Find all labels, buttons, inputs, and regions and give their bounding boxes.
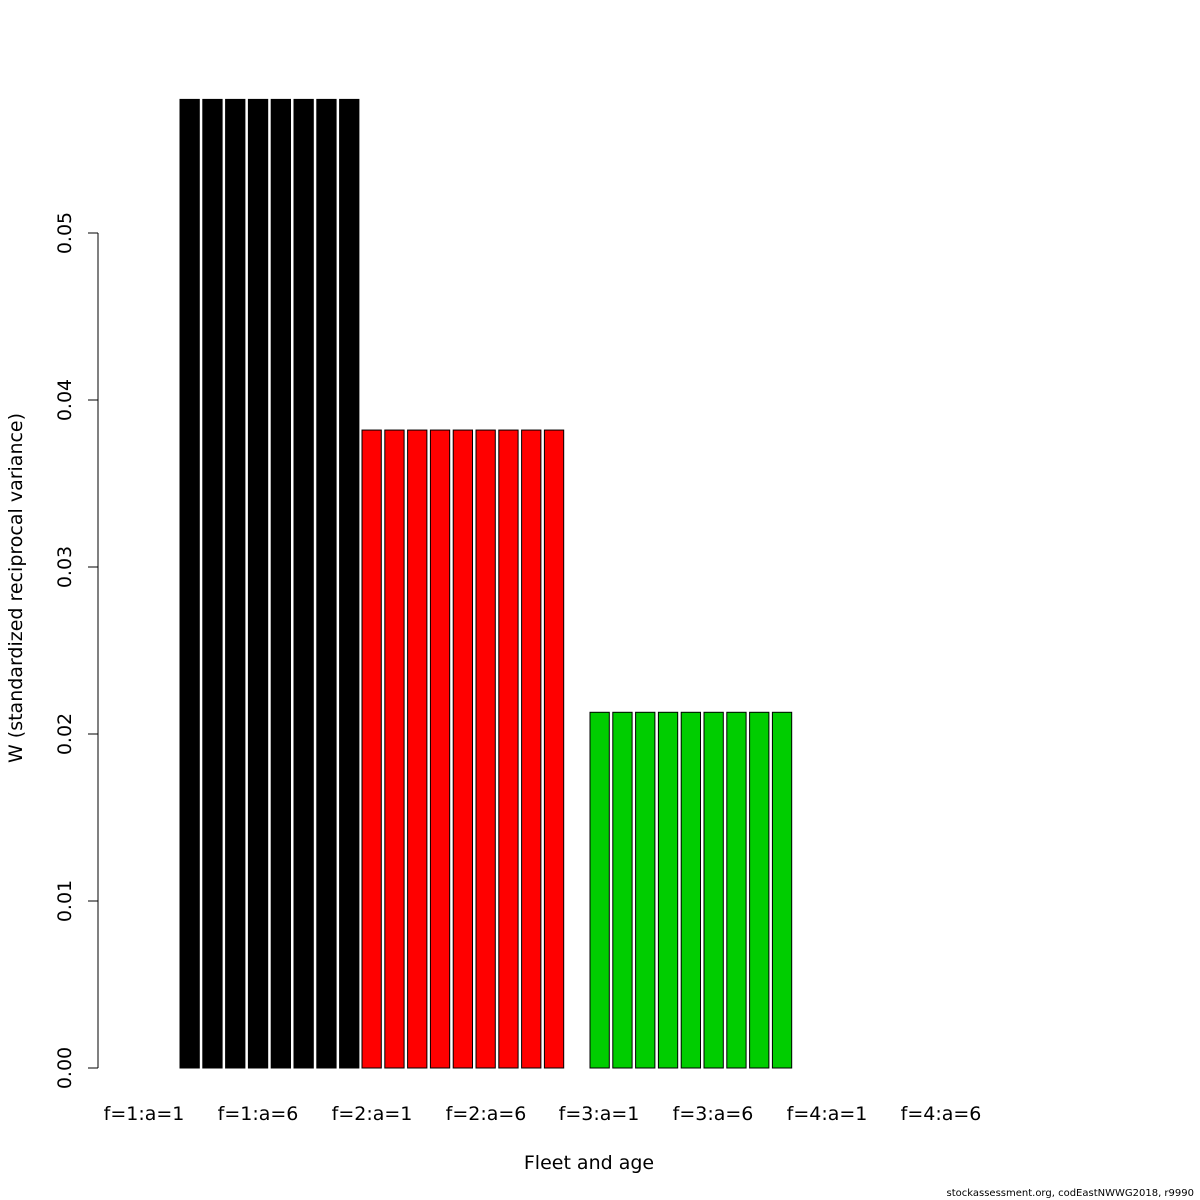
bar-fleet-1 [202,98,223,1069]
bar-fleet-3 [589,711,610,1069]
bar-fleet-2 [521,429,542,1069]
bar-fleet-1 [293,98,314,1069]
bar-fleet-3 [612,711,633,1069]
x-tick-label: f=1:a=1 [104,1103,185,1125]
bar-fleet-2 [475,429,496,1069]
bar-fleet-3 [771,711,793,1069]
bar-fleet-2 [498,429,519,1069]
bar-fleet-3 [635,711,656,1069]
bar-fleet-3 [657,711,679,1069]
y-tick-label: 0.04 [54,379,76,421]
x-axis-title: Fleet and age [524,1152,654,1174]
bar-fleet-1 [179,98,200,1069]
x-tick-label: f=4:a=1 [787,1103,868,1125]
bar-fleet-1 [270,98,292,1069]
y-tick-label: 0.05 [54,212,76,254]
bar-fleet-3 [680,711,702,1069]
x-tick-label: f=4:a=6 [901,1103,982,1125]
bar-fleet-3 [726,711,747,1069]
bar-fleet-3 [749,711,770,1069]
y-tick-label: 0.00 [54,1047,76,1089]
bar-fleet-2 [543,429,565,1069]
x-axis-labels: f=1:a=1 f=1:a=6 f=2:a=1 f=2:a=6 f=3:a=1 f=3:a… [104,1103,982,1125]
bar-fleet-2 [429,429,451,1069]
x-tick-label: f=3:a=6 [673,1103,754,1125]
x-tick-label: f=2:a=1 [332,1103,413,1125]
y-axis: 0.00 0.01 0.02 0.03 0.04 0.05 [54,212,99,1089]
footer-credit: stockassessment.org, codEastNWWG2018, r9… [946,1188,1195,1199]
bar-fleet-2 [361,429,382,1069]
x-tick-label: f=1:a=6 [218,1103,299,1125]
bar-fleet-2 [384,429,405,1069]
bar-fleet-1 [225,98,246,1069]
bar-fleet-3 [703,711,724,1069]
bar-fleet-2 [407,429,428,1069]
y-tick-label: 0.03 [54,546,76,588]
y-axis-title: W (standardized reciprocal variance) [5,413,27,763]
y-tick-label: 0.02 [54,713,76,755]
bar-fleet-1 [339,98,360,1069]
bar-fleet-1 [247,98,269,1069]
bar-fleet-1 [316,98,337,1069]
bars [179,98,793,1069]
bar-fleet-2 [452,429,474,1069]
x-tick-label: f=3:a=1 [559,1103,640,1125]
y-tick-label: 0.01 [54,880,76,922]
x-tick-label: f=2:a=6 [446,1103,527,1125]
